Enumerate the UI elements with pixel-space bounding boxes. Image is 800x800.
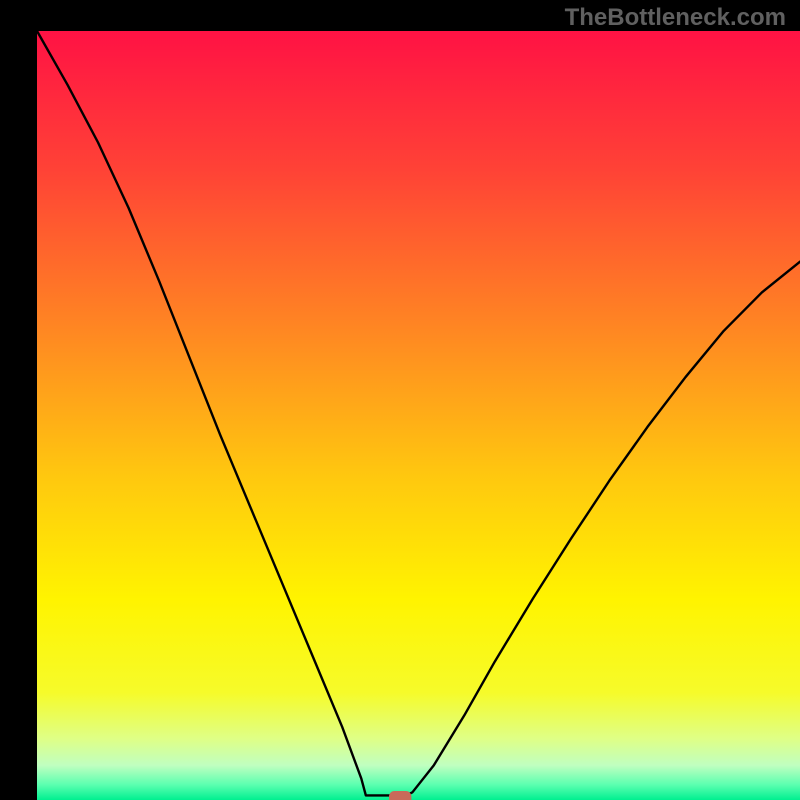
bottleneck-chart-frame: TheBottleneck.com xyxy=(0,0,800,800)
plot-background xyxy=(37,31,800,800)
chart-svg xyxy=(0,0,800,800)
optimal-point-marker xyxy=(390,792,411,800)
watermark-text: TheBottleneck.com xyxy=(565,4,786,32)
